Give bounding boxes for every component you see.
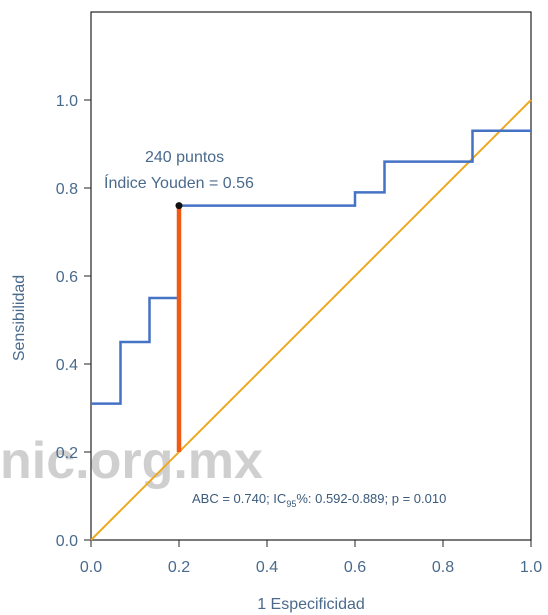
auc-prefix: ABC = 0.740; IC xyxy=(192,491,286,506)
x-tick-label: 0.6 xyxy=(344,559,366,576)
x-axis-title: 1 Especificidad xyxy=(257,596,365,613)
cutoff-point xyxy=(175,202,183,210)
x-tick-label: 0.4 xyxy=(256,559,278,576)
roc-curve xyxy=(91,129,531,405)
x-tick-label: 0.2 xyxy=(168,559,190,576)
cutoff-label-youden: Índice Youden = 0.56 xyxy=(104,173,254,192)
y-tick-label: 0.8 xyxy=(56,181,78,198)
x-tick-label: 0.0 xyxy=(80,559,102,576)
y-axis-title: Sensibilidad xyxy=(11,275,28,361)
auc-subscript: 95 xyxy=(286,499,296,509)
y-tick-label: 0.6 xyxy=(56,269,78,286)
cutoff-label-points: 240 puntos xyxy=(145,149,224,166)
x-tick-label: 1.0 xyxy=(520,559,542,576)
y-tick-label: 0.0 xyxy=(56,533,78,550)
reference-diagonal-line xyxy=(90,99,532,541)
y-tick-label: 0.2 xyxy=(56,445,78,462)
y-tick-label: 0.4 xyxy=(56,357,78,374)
x-tick-label: 0.8 xyxy=(432,559,454,576)
axis-ticks: 0.0 0.2 0.4 0.6 0.8 1.0 0.0 0.2 0.4 0.6 0.8 1.0 xyxy=(56,93,542,576)
auc-suffix: %: 0.592-0.889; p = 0.010 xyxy=(296,491,446,506)
y-tick-label: 1.0 xyxy=(56,93,78,110)
auc-annotation: ABC = 0.740; IC95%: 0.592-0.889; p = 0.0… xyxy=(192,491,446,509)
watermark-text: nic.org.mx xyxy=(0,432,263,490)
